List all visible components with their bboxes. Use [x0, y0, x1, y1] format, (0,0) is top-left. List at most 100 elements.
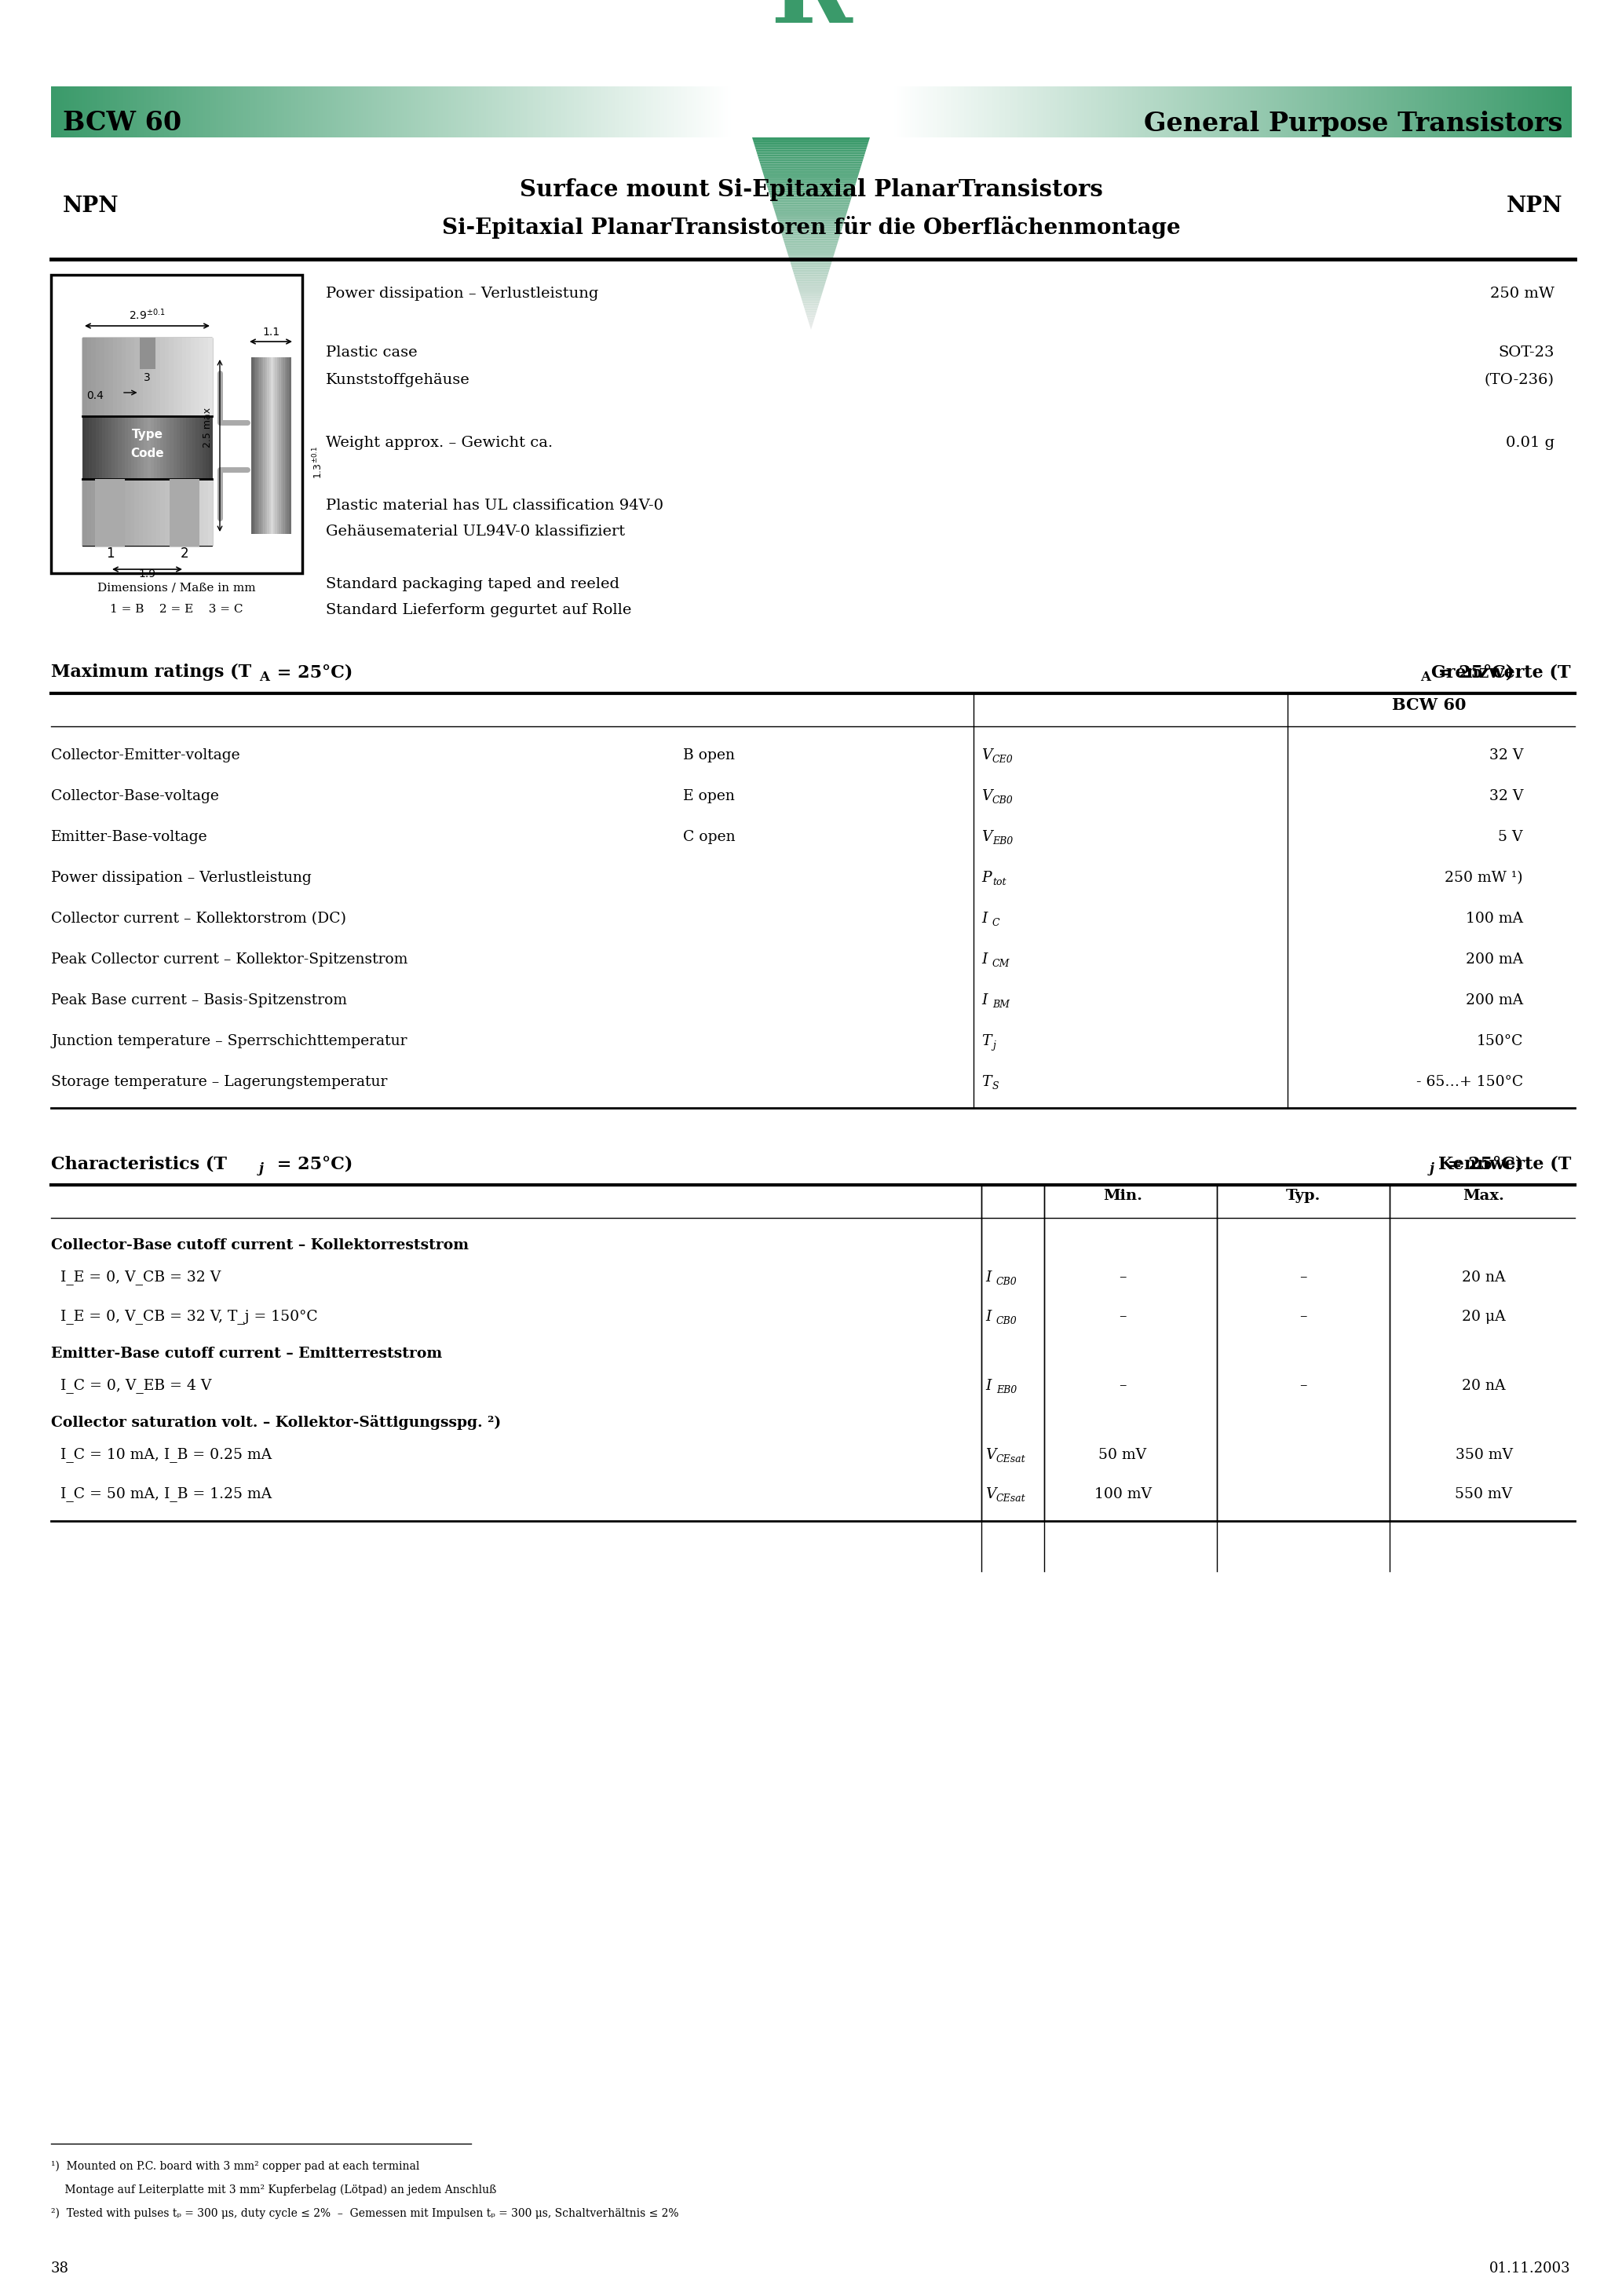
Text: Montage auf Leiterplatte mit 3 mm² Kupferbelag (Lötpad) an jedem Anschluß: Montage auf Leiterplatte mit 3 mm² Kupfe… [50, 2183, 496, 2195]
Bar [1555, 87, 1559, 138]
Bar [117, 480, 122, 546]
Bar [1181, 87, 1184, 138]
Bar [363, 87, 367, 138]
Bar [1306, 87, 1309, 138]
Polygon shape [753, 138, 869, 140]
Bar [1083, 87, 1087, 138]
Polygon shape [788, 257, 834, 259]
Bar [295, 87, 298, 138]
Bar [527, 87, 529, 138]
Bar [384, 87, 386, 138]
Bar [104, 338, 109, 416]
Bar [161, 416, 164, 480]
Bar [1343, 87, 1345, 138]
Bar [118, 416, 122, 480]
Text: 0.01 g: 0.01 g [1505, 436, 1554, 450]
Bar [190, 338, 196, 416]
Bar [92, 416, 96, 480]
Bar [1452, 87, 1453, 138]
Bar [336, 87, 339, 138]
Bar [88, 87, 91, 138]
Text: BCW 60: BCW 60 [1392, 698, 1466, 714]
Bar [443, 87, 446, 138]
Bar [534, 87, 537, 138]
Bar [660, 87, 663, 138]
Bar [130, 87, 133, 138]
Text: A: A [1421, 670, 1431, 684]
Bar [409, 87, 412, 138]
Bar [170, 87, 174, 138]
Bar [141, 87, 144, 138]
Bar [1421, 87, 1424, 138]
Bar [404, 87, 407, 138]
Polygon shape [779, 225, 843, 227]
Bar [290, 87, 294, 138]
Bar [107, 87, 110, 138]
Bar [1567, 87, 1570, 138]
Bar [279, 87, 282, 138]
Bar [410, 87, 414, 138]
Polygon shape [774, 209, 848, 211]
Bar [602, 87, 603, 138]
Bar [1361, 87, 1364, 138]
Bar [1213, 87, 1216, 138]
Bar [1419, 87, 1422, 138]
Bar [55, 87, 58, 138]
Bar [444, 87, 448, 138]
Polygon shape [756, 152, 866, 154]
Bar [1426, 87, 1429, 138]
Bar [650, 87, 654, 138]
Bar [365, 87, 368, 138]
Bar [1418, 87, 1421, 138]
Bar [962, 87, 965, 138]
Bar [1028, 87, 1030, 138]
Bar [206, 416, 209, 480]
Bar [180, 416, 183, 480]
Bar [719, 87, 722, 138]
Text: Standard Lieferform gegurtet auf Rolle: Standard Lieferform gegurtet auf Rolle [326, 604, 631, 618]
Bar [169, 87, 172, 138]
Text: Code: Code [130, 448, 164, 459]
Bar [328, 87, 331, 138]
Bar [539, 87, 540, 138]
Bar [1234, 87, 1236, 138]
Bar [1494, 87, 1497, 138]
Bar [1505, 87, 1508, 138]
Bar [903, 87, 907, 138]
Bar [190, 416, 193, 480]
Bar [195, 480, 200, 546]
Text: 5 V: 5 V [1499, 829, 1523, 845]
Bar [151, 416, 154, 480]
Polygon shape [787, 253, 835, 255]
Bar [248, 87, 251, 138]
Bar [672, 87, 675, 138]
Bar [568, 87, 571, 138]
Bar [524, 87, 527, 138]
Bar [143, 338, 148, 416]
Bar [1403, 87, 1406, 138]
Bar [1212, 87, 1215, 138]
Bar [1289, 87, 1293, 138]
Bar [1538, 87, 1539, 138]
Bar [370, 87, 373, 138]
Polygon shape [788, 255, 834, 257]
Bar [517, 87, 521, 138]
Bar [592, 87, 595, 138]
Bar [1283, 87, 1286, 138]
Bar [662, 87, 665, 138]
Bar [161, 338, 165, 416]
Text: I_E = 0, V_CB = 32 V, T_j = 150°C: I_E = 0, V_CB = 32 V, T_j = 150°C [50, 1309, 318, 1325]
Bar [156, 338, 161, 416]
Bar [545, 87, 548, 138]
Bar [193, 87, 196, 138]
Bar [402, 87, 406, 138]
Polygon shape [805, 308, 817, 310]
Text: 350 mV: 350 mV [1455, 1446, 1512, 1463]
Bar [1384, 87, 1387, 138]
Polygon shape [772, 204, 850, 207]
Bar [83, 480, 88, 546]
Bar [200, 416, 203, 480]
Bar [1246, 87, 1247, 138]
Bar [1298, 87, 1301, 138]
Bar [182, 87, 185, 138]
